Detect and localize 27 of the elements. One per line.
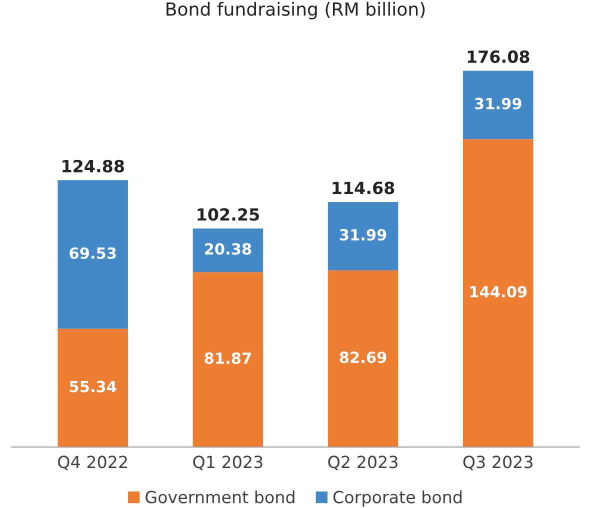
data-label: 31.99	[340, 229, 386, 241]
data-label: 144.09	[470, 286, 527, 298]
data-label: 81.87	[204, 352, 251, 364]
x-tick-label: Q3 2023	[463, 456, 533, 470]
data-label: 31.99	[474, 98, 522, 110]
total-label: 114.68	[332, 182, 394, 194]
data-label: 55.34	[70, 380, 116, 392]
x-tick-label: Q1 2023	[193, 456, 262, 470]
bar	[58, 180, 128, 329]
total-label: 102.25	[198, 208, 259, 221]
bar	[463, 139, 534, 448]
bar	[192, 228, 264, 272]
data-label: 69.53	[70, 247, 116, 259]
bar	[463, 70, 534, 140]
chart-title: Bond fundraising (RM billion)	[166, 2, 425, 20]
data-label: 82.69	[340, 352, 386, 364]
total-label: 176.08	[468, 50, 530, 63]
bar	[328, 270, 398, 448]
x-tick-label: Q2 2023	[328, 456, 398, 470]
data-label: 20.38	[205, 243, 252, 255]
total-label: 124.88	[62, 160, 124, 172]
x-tick-label: Q4 2022	[58, 456, 127, 470]
legend-label: Government bond	[146, 490, 294, 504]
legend-label: Corporate bond	[333, 490, 462, 507]
bar	[58, 328, 128, 448]
bar	[192, 272, 264, 448]
bar	[328, 202, 398, 270]
